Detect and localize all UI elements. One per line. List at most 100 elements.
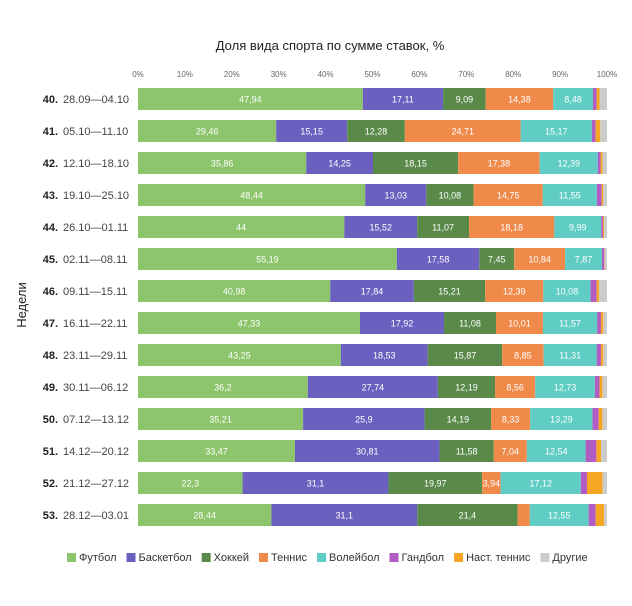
- bar-value-label: 7,04: [502, 447, 520, 457]
- bar-value-label: 24,71: [451, 127, 474, 137]
- week-number-label: 52.: [43, 478, 58, 490]
- bar-row: 44. 26.10—01.11 44 15,52 11,07 18,18 9,99: [43, 216, 607, 238]
- bar-segment: [596, 440, 602, 462]
- bar-value-label: 48,44: [240, 191, 263, 201]
- bar-value-label: 12,73: [554, 383, 577, 393]
- bar-value-label: 29,46: [196, 127, 219, 137]
- bar-segment: [417, 504, 518, 526]
- bar-value-label: 21,4: [459, 511, 477, 521]
- week-range-label: 30.11—06.12: [63, 382, 128, 394]
- week-range-label: 26.10—01.11: [63, 222, 128, 234]
- bar-segment: [517, 504, 530, 526]
- bar-segment: [601, 216, 604, 238]
- bar-segment: [365, 184, 427, 206]
- legend-label: Хоккей: [214, 552, 249, 564]
- bar-value-label: 18,15: [404, 159, 427, 169]
- bar-row: 42. 12.10—18.10 35,86 14,25 18,15 17,38 12,39: [43, 152, 607, 174]
- bar-segment: [543, 280, 591, 302]
- bar-segment: [602, 152, 607, 174]
- week-range-label: 14.12—20.12: [63, 446, 129, 458]
- bar-value-label: 40,98: [223, 287, 246, 297]
- bar-value-label: 11,55: [559, 191, 581, 201]
- bar-segment: [602, 408, 607, 430]
- bar-segment: [482, 472, 501, 494]
- legend-swatch: [389, 553, 399, 562]
- week-number-label: 44.: [43, 222, 58, 234]
- bar-value-label: 19,97: [424, 479, 447, 489]
- bar-value-label: 55,19: [256, 255, 279, 265]
- bar-value-label: 14,38: [508, 95, 531, 105]
- bar-row: 52. 21.12—27.12 22,3 31,1 19,97 3,94 17,12: [43, 472, 607, 494]
- week-range-label: 12.10—18.10: [63, 158, 129, 170]
- legend-swatch: [540, 553, 550, 562]
- bar-segment: [600, 120, 607, 142]
- week-range-label: 21.12—27.12: [63, 478, 129, 490]
- legend-swatch: [454, 553, 464, 562]
- legend: Футбол Баскетбол Хоккей Теннис Волейбол Гандб…: [67, 552, 588, 564]
- bar-segment: [307, 376, 438, 398]
- bar-segment: [520, 120, 592, 142]
- legend-label: Гандбол: [402, 552, 445, 564]
- bar-value-label: 11,58: [456, 447, 478, 457]
- bar-value-label: 31,1: [336, 511, 354, 521]
- bar-value-label: 44: [236, 223, 246, 233]
- bar-value-label: 12,39: [557, 159, 580, 169]
- bar-row: 40. 28.09—04.10 47,94 17,11 9,09 14,38 8,48: [43, 88, 607, 110]
- bar-segment: [138, 504, 272, 526]
- bar-segment: [590, 280, 597, 302]
- bar-segment: [138, 184, 366, 206]
- bar-segment: [443, 88, 486, 110]
- bar-value-label: 7,87: [575, 255, 593, 265]
- week-range-label: 05.10—11.10: [63, 126, 128, 138]
- bar-segment: [543, 344, 597, 366]
- week-range-label: 16.11—22.11: [63, 318, 127, 330]
- bar-row: 43. 19.10—25.10 48,44 13,03 10,08 14,75 11,55: [43, 184, 607, 206]
- legend-swatch: [126, 553, 136, 562]
- bar-value-label: 30,81: [356, 447, 379, 457]
- bar-value-label: 25,9: [355, 415, 373, 425]
- bar-segment: [500, 472, 581, 494]
- bar-segment: [427, 344, 503, 366]
- bar-value-label: 33,47: [205, 447, 228, 457]
- bar-segment: [439, 440, 494, 462]
- bar-segment: [495, 312, 543, 334]
- bar-value-label: 17,84: [361, 287, 384, 297]
- bar-segment: [344, 216, 418, 238]
- bar-segment: [330, 280, 414, 302]
- bar-value-label: 12,28: [365, 127, 388, 137]
- bar-segment: [359, 312, 445, 334]
- bar-segment: [592, 408, 599, 430]
- bar-value-label: 14,75: [497, 191, 520, 201]
- bar-segment: [542, 312, 598, 334]
- bar-segment: [138, 312, 360, 334]
- bar-segment: [599, 376, 603, 398]
- bar-value-label: 10,84: [528, 255, 551, 265]
- legend-item: Гандбол: [389, 552, 445, 564]
- bar-row: 45. 02.11—08.11 55,19 17,58 7,45 10,84 7,87: [43, 248, 607, 270]
- week-range-label: 02.11—08.11: [63, 254, 127, 266]
- bar-segment: [396, 248, 480, 270]
- legend-label: Наст. теннис: [466, 552, 531, 564]
- legend-label: Другие: [552, 552, 587, 564]
- x-tick-label: 30%: [271, 70, 287, 79]
- bar-value-label: 9,09: [456, 95, 474, 105]
- bar-value-label: 15,52: [369, 223, 392, 233]
- legend-label: Волейбол: [329, 552, 380, 564]
- bar-segment: [138, 440, 295, 462]
- bar-segment: [340, 344, 428, 366]
- bar-segment: [306, 152, 374, 174]
- legend-item: Футбол: [67, 552, 117, 564]
- bar-value-label: 10,08: [556, 287, 579, 297]
- bar-value-label: 14,19: [447, 415, 470, 425]
- bar-segment: [603, 312, 607, 334]
- bar-segment: [294, 440, 440, 462]
- x-tick-label: 60%: [411, 70, 427, 79]
- x-tick-label: 100%: [597, 70, 617, 79]
- bar-segment: [138, 408, 304, 430]
- bar-segment: [539, 152, 598, 174]
- bar-segment: [603, 216, 607, 238]
- bar-segment: [138, 248, 397, 270]
- bar-rows: 40. 28.09—04.10 47,94 17,11 9,09 14,38 8,48 41.…: [43, 88, 607, 526]
- week-number-label: 51.: [43, 446, 58, 458]
- x-tick-label: 70%: [458, 70, 474, 79]
